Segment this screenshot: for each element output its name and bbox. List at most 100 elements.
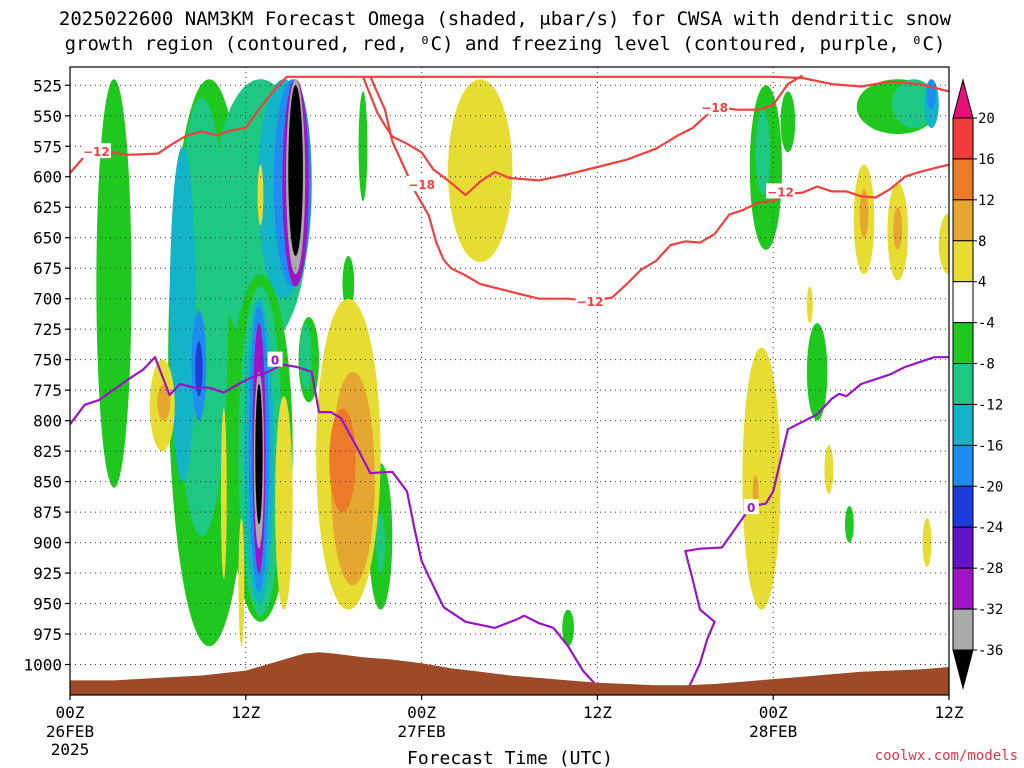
omega-yellow-right: [742, 347, 781, 610]
colorbar-box-12: [952, 567, 974, 610]
contour-label-layer: −12 −12 −18 −18 −12 0 0: [81, 99, 796, 515]
colorbar-label-11: -28: [978, 561, 1003, 577]
omega-upper-green-small: [358, 91, 368, 202]
svg-text:−12: −12: [767, 185, 794, 199]
freezing-level-label-0: 0: [267, 351, 283, 368]
omega-right-green-tiny: [844, 505, 854, 543]
chart-title-line2: growth region (contoured, red, ⁰C) and f…: [65, 33, 946, 55]
omega-right-blue-top: [927, 79, 936, 110]
x-tick-label-36: 12Z: [583, 703, 612, 722]
y-tick-label-575: 575: [33, 137, 62, 156]
y-tick-label-700: 700: [33, 290, 62, 309]
omega-yellow-r5: [922, 518, 932, 567]
colorbar-label-7: -12: [978, 397, 1003, 413]
x-tick-label-60: 12Z: [935, 703, 964, 722]
omega-left-cyan: [169, 146, 196, 482]
y-tick-label-675: 675: [33, 259, 62, 278]
colorbar-label-6: -8: [978, 357, 995, 373]
y-tick-label-625: 625: [33, 198, 62, 217]
omega-yellow-c: [257, 164, 264, 226]
colorbar-label-10: -24: [978, 520, 1003, 536]
colorbar-top-arrow: [952, 78, 974, 119]
y-tick-label-825: 825: [33, 442, 62, 461]
freezing-level-east: [684, 356, 949, 695]
omega-yellow-a: [220, 408, 227, 580]
omega-yellow-d: [275, 396, 293, 610]
colorbar-box-6: [952, 322, 974, 365]
y-tick-label-750: 750: [33, 351, 62, 370]
colorbar-box-8: [952, 403, 974, 446]
omega-yellow-r2: [824, 445, 834, 494]
omega-left-darkblue: [195, 341, 203, 397]
colorbar-box-10: [952, 485, 974, 528]
freezing-level-label-1: 0: [743, 499, 759, 515]
x-tick-label-48: 00Z: [759, 703, 788, 722]
colorbar-bottom-arrow: [952, 649, 974, 690]
plot-frame: [69, 66, 950, 696]
omega-orange-r3: [859, 188, 869, 238]
contour-layer: [70, 74, 949, 695]
colorbar-box-3: [952, 199, 974, 242]
omega-orange-big: [329, 408, 356, 513]
y-tick-label-525: 525: [33, 76, 62, 95]
colorbar-box-11: [952, 526, 974, 569]
y-tick-label-725: 725: [33, 320, 62, 339]
y-tick-label-600: 600: [33, 168, 62, 187]
omega-low-green-c: [562, 609, 574, 647]
omega-right-green-low: [806, 323, 828, 421]
x-axis-title: Forecast Time (UTC): [407, 748, 613, 768]
svg-text:0: 0: [271, 354, 279, 368]
x-tick-label-12: 12Z: [231, 703, 260, 722]
colorbar-label-13: -36: [978, 643, 1003, 659]
chart-title-line1: 2025022600 NAM3KM Forecast Omega (shaded…: [59, 8, 952, 30]
dgz-minus18-label-1: −18: [700, 99, 730, 115]
y-tick-label-950: 950: [33, 595, 62, 614]
colorbar-box-7: [952, 363, 974, 405]
colorbar-label-1: 16: [978, 152, 995, 168]
colorbar-label-8: -16: [978, 438, 1003, 454]
colorbar: 20 16 12 8 4 -4 -8 -12 -16 -20 -24 -28 -32 -36: [952, 78, 1003, 690]
colorbar-label-2: 12: [978, 193, 995, 209]
colorbar-label-12: -32: [978, 602, 1003, 618]
omega-shading-layer: [96, 79, 949, 647]
y-tick-label-775: 775: [33, 381, 62, 400]
colorbar-label-5: -4: [978, 316, 995, 332]
omega-upper-green-right: [342, 256, 355, 311]
colorbar-box-2: [952, 158, 974, 201]
y-tick-label-1000: 1000: [23, 656, 62, 675]
x-date-label-24: 27FEB: [398, 722, 446, 741]
omega-yellow-top: [447, 79, 513, 263]
colorbar-label-4: 4: [978, 275, 986, 291]
y-tick-label-925: 925: [33, 564, 62, 583]
omega-yellow-r6: [938, 213, 949, 275]
omega-orange-r4: [893, 207, 903, 250]
terrain-fill: [70, 652, 949, 695]
y-tick-label-975: 975: [33, 625, 62, 644]
omega-yellow-b: [238, 518, 245, 647]
svg-text:−12: −12: [83, 145, 110, 159]
svg-text:−12: −12: [577, 295, 604, 309]
colorbar-box-13: [952, 608, 974, 651]
y-tick-label-850: 850: [33, 473, 62, 492]
colorbar-box-4: [952, 240, 974, 283]
omega-lower-black: [255, 384, 263, 525]
credit-link[interactable]: coolwx.com/models: [875, 748, 1018, 764]
y-tick-label-650: 650: [33, 229, 62, 248]
omega-right-teal-mid: [755, 109, 771, 196]
svg-text:−18: −18: [408, 178, 435, 192]
x-year-label-0: 2025: [51, 740, 90, 759]
colorbar-label-0: 20: [978, 111, 995, 127]
svg-text:0: 0: [747, 501, 755, 515]
svg-text:−18: −18: [701, 101, 728, 115]
dgz-minus18-label-0: −18: [407, 176, 437, 192]
x-tick-label-24: 00Z: [407, 703, 436, 722]
y-tick-label-900: 900: [33, 534, 62, 553]
colorbar-box-9: [952, 444, 974, 487]
omega-upper-black: [288, 85, 303, 257]
x-date-label-48: 28FEB: [749, 722, 797, 741]
x-tick-label-0: 00Z: [56, 703, 85, 722]
colorbar-label-9: -20: [978, 479, 1003, 495]
y-axis: 525 550 575 600 625 650 675 700 725 750 775 800 825 8…: [23, 76, 70, 675]
dgz-minus12-lower: [369, 76, 949, 303]
